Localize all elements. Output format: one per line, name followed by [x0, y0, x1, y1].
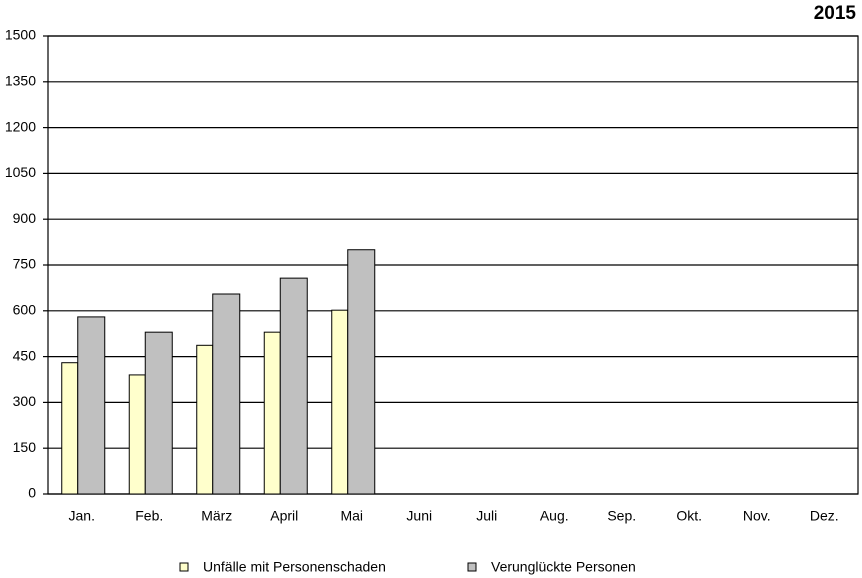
plot-frame — [47, 35, 859, 495]
x-tick-label: Dez. — [810, 508, 839, 524]
y-tick-label: 1350 — [5, 73, 36, 89]
legend-label: Unfälle mit Personenschaden — [203, 559, 386, 575]
bar — [347, 249, 376, 495]
bar — [279, 277, 308, 495]
y-tick-label: 750 — [13, 256, 37, 272]
bar — [144, 331, 173, 495]
x-tick-label: März — [201, 508, 232, 524]
y-tick-label: 450 — [13, 347, 37, 363]
y-tick-label: 600 — [13, 302, 37, 318]
y-tick-label: 150 — [13, 439, 37, 455]
legend-label: Verunglückte Personen — [491, 559, 636, 575]
bar — [263, 331, 281, 495]
bar — [61, 362, 79, 495]
y-tick-label: 1500 — [5, 27, 36, 43]
bar — [128, 374, 146, 495]
bar — [196, 344, 214, 495]
bar — [212, 293, 241, 495]
legend-swatch — [179, 562, 189, 572]
y-tick-label: 1050 — [5, 164, 36, 180]
bar — [331, 309, 349, 495]
y-tick-label: 300 — [13, 393, 37, 409]
x-tick-label: April — [270, 508, 298, 524]
y-tick-label: 0 — [28, 485, 36, 501]
x-tick-label: Sep. — [607, 508, 636, 524]
x-tick-label: Okt. — [676, 508, 702, 524]
y-tick-label: 900 — [13, 210, 37, 226]
chart-title: 2015 — [814, 3, 857, 24]
x-tick-label: Juli — [476, 508, 497, 524]
bar — [77, 316, 106, 495]
legend-swatch — [467, 562, 477, 572]
x-tick-label: Aug. — [540, 508, 569, 524]
y-tick-label: 1200 — [5, 118, 36, 134]
x-tick-label: Juni — [406, 508, 432, 524]
x-tick-label: Nov. — [743, 508, 771, 524]
x-tick-label: Mai — [340, 508, 363, 524]
x-tick-label: Feb. — [135, 508, 163, 524]
x-tick-label: Jan. — [69, 508, 95, 524]
